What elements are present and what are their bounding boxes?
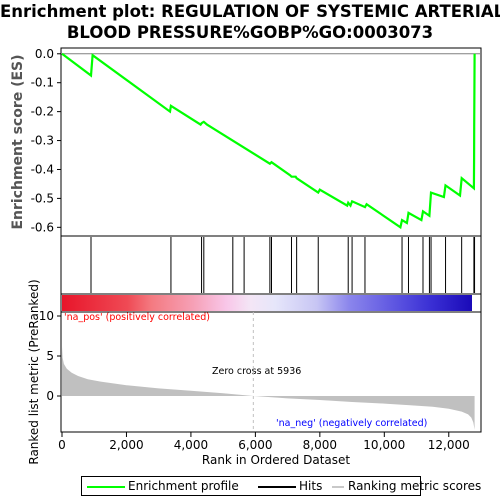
legend: Enrichment profile Hits Ranking metric s… xyxy=(81,476,421,496)
metric-y-axis-label: Ranked list metric (PreRanked) xyxy=(27,279,41,464)
x-tick-label: 0 xyxy=(58,438,66,452)
es-y-tick-label: -0.3 xyxy=(31,134,54,148)
legend-label-ranking-metric: Ranking metric scores xyxy=(348,479,481,493)
x-tick-label: 10,000 xyxy=(363,438,405,452)
x-tick-label: 12,000 xyxy=(428,438,470,452)
x-tick-label: 4,000 xyxy=(174,438,208,452)
es-y-tick-label: -0.1 xyxy=(31,76,54,90)
es-y-tick-label: -0.4 xyxy=(31,162,54,176)
metric-y-tick-label: 5 xyxy=(46,349,54,363)
enrichment-profile-line xyxy=(62,54,475,228)
es-panel-frame xyxy=(61,48,481,236)
ranked-colorbar xyxy=(62,295,472,311)
pos-correlated-label: 'na_pos' (positively correlated) xyxy=(64,312,210,323)
legend-label-enrichment-profile: Enrichment profile xyxy=(128,479,239,493)
legend-swatch-ranking-metric xyxy=(332,486,344,488)
es-y-axis-label: Enrichment score (ES) xyxy=(10,54,26,229)
es-y-tick-label: -0.5 xyxy=(31,191,54,205)
x-axis-label: Rank in Ordered Dataset xyxy=(202,453,350,467)
metric-y-tick-label: 10 xyxy=(39,309,54,323)
metric-y-tick-label: 0 xyxy=(46,389,54,403)
es-y-tick-label: -0.2 xyxy=(31,105,54,119)
es-y-tick-label: -0.6 xyxy=(31,220,54,234)
es-y-tick-label: 0.0 xyxy=(35,47,54,61)
x-tick-label: 8,000 xyxy=(303,438,337,452)
x-tick-label: 2,000 xyxy=(109,438,143,452)
legend-label-hits: Hits xyxy=(299,479,322,493)
legend-swatch-enrichment-profile xyxy=(87,486,125,488)
x-tick-label: 6,000 xyxy=(238,438,272,452)
zero-cross-label: Zero cross at 5936 xyxy=(212,366,301,377)
neg-correlated-label: 'na_neg' (negatively correlated) xyxy=(276,418,427,429)
legend-swatch-hits xyxy=(258,486,296,488)
